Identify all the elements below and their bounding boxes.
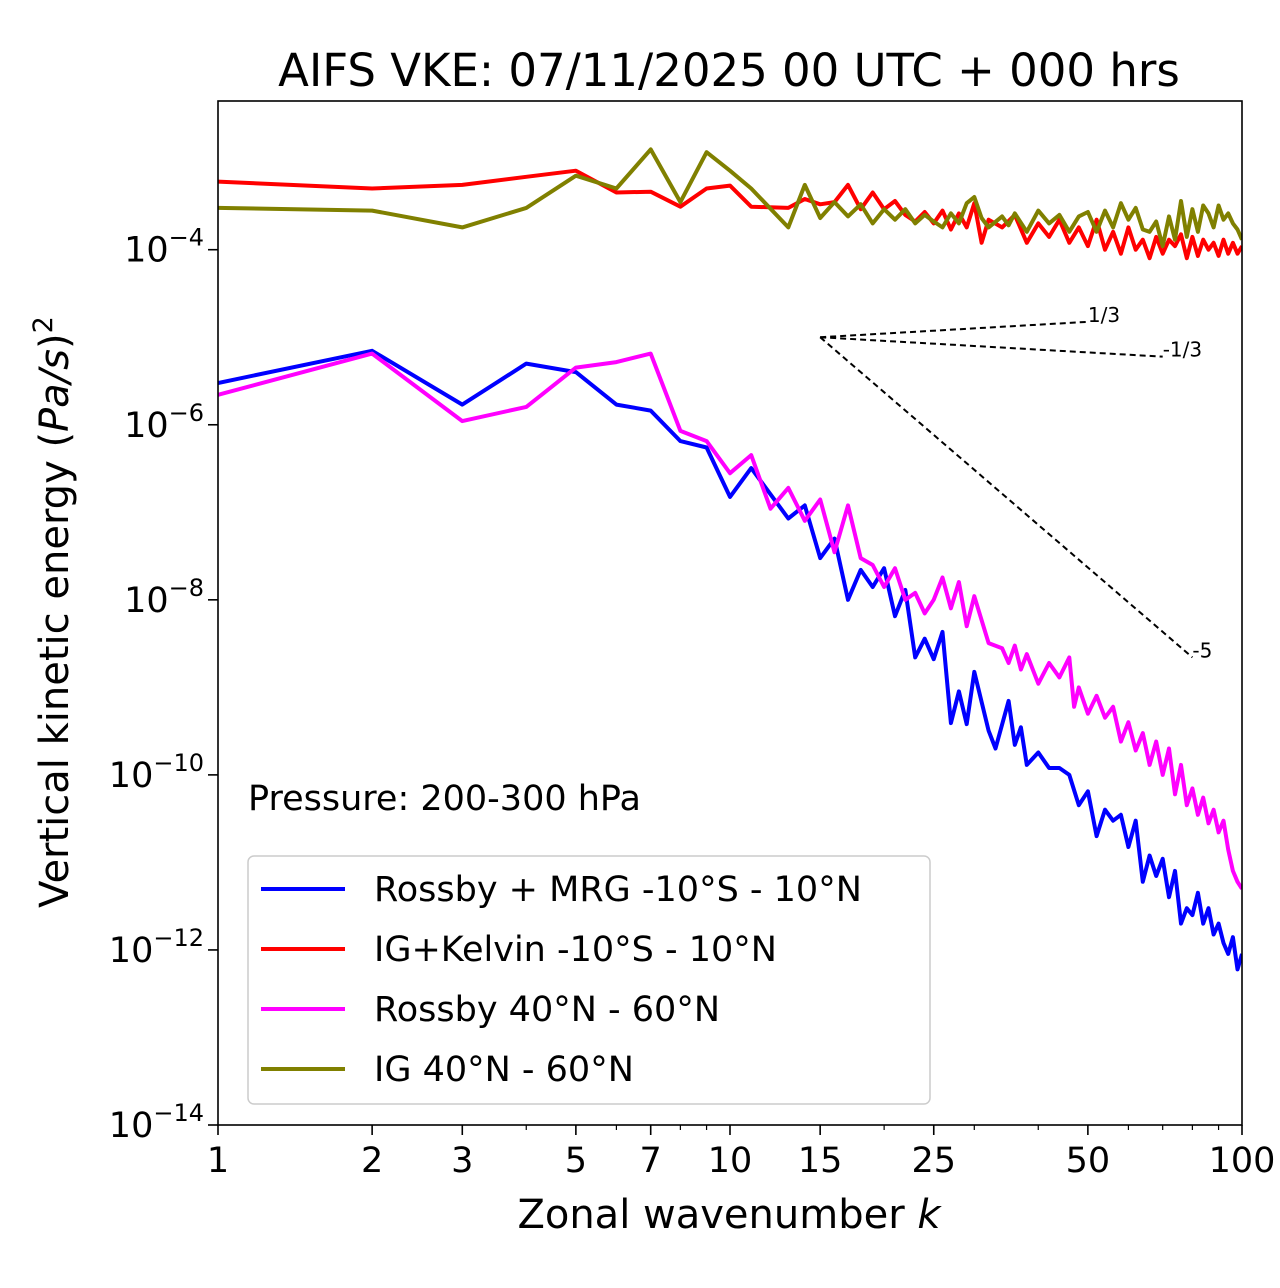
legend-label-3: IG 40°N - 60°N — [374, 1050, 634, 1090]
chart-title: AIFS VKE: 07/11/2025 00 UTC + 000 hrs — [278, 44, 1180, 97]
reference-line-0 — [820, 320, 1088, 339]
y-tick-label-4: 10−12 — [109, 924, 204, 971]
legend: Rossby + MRG -10°S - 10°N IG+Kelvin -10°S… — [247, 855, 931, 1105]
x-tick-label-8: 50 — [1066, 1141, 1111, 1181]
pressure-annotation: Pressure: 200-300 hPa — [248, 779, 641, 819]
reference-line-label-0: 1/3 — [1088, 303, 1120, 327]
legend-label-1: IG+Kelvin -10°S - 10°N — [374, 930, 777, 970]
y-axis-label: Vertical kinetic energy (Pa/s)2 — [28, 316, 78, 908]
series-line-2 — [218, 351, 1242, 890]
series-line-0 — [218, 348, 1242, 972]
reference-lines: 1/3 -1/3 -5 — [819, 303, 1212, 662]
series-line-3 — [218, 147, 1242, 249]
y-tick-label-0: 10−4 — [124, 224, 204, 271]
reference-line-1 — [820, 336, 1163, 358]
reference-line-2 — [819, 336, 1194, 659]
x-tick-label-2: 3 — [451, 1141, 473, 1181]
legend-label-0: Rossby + MRG -10°S - 10°N — [374, 870, 862, 910]
y-tick-label-2: 10−8 — [124, 574, 204, 621]
x-tick-label-6: 15 — [798, 1141, 843, 1181]
y-tick-label-3: 10−10 — [109, 749, 204, 796]
legend-box — [247, 855, 931, 1105]
x-axis-label: Zonal wavenumber k — [517, 1192, 942, 1238]
y-tick-label-1: 10−6 — [124, 399, 204, 446]
reference-line-label-2: -5 — [1192, 638, 1212, 662]
reference-line-label-1: -1/3 — [1163, 338, 1202, 362]
x-tick-label-1: 2 — [361, 1141, 383, 1181]
y-axis: 10−4 10−6 10−8 10−10 10−12 10−14 — [109, 224, 218, 1146]
x-axis: 1 2 3 5 7 10 15 25 50 100 — [207, 1125, 1276, 1181]
x-tick-label-4: 7 — [640, 1141, 662, 1181]
x-tick-label-5: 10 — [708, 1141, 753, 1181]
x-tick-label-9: 100 — [1209, 1141, 1276, 1181]
x-tick-label-0: 1 — [207, 1141, 229, 1181]
series-group — [218, 147, 1242, 972]
x-tick-label-7: 25 — [911, 1141, 956, 1181]
legend-label-2: Rossby 40°N - 60°N — [374, 990, 720, 1030]
x-tick-label-3: 5 — [565, 1141, 587, 1181]
y-tick-label-5: 10−14 — [109, 1099, 204, 1146]
